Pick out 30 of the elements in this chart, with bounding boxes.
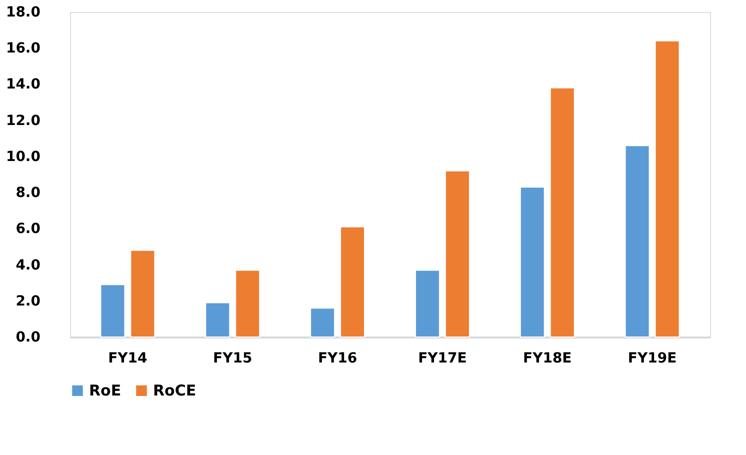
bar — [310, 308, 336, 338]
bar — [654, 40, 680, 338]
bar — [550, 87, 575, 338]
x-tick-label: FY14 — [108, 350, 148, 366]
y-tick-label: 8.0 — [16, 185, 41, 202]
bar — [100, 284, 126, 338]
y-tick-label: 0.0 — [16, 330, 41, 346]
bar — [624, 145, 650, 338]
y-tick-label: 2.0 — [16, 293, 41, 310]
x-tick-label: FY19E — [628, 350, 677, 366]
y-tick-label: 16.0 — [6, 40, 41, 57]
x-tick-label: FY15 — [213, 350, 252, 366]
y-tick-label: 12.0 — [6, 112, 41, 129]
bar — [340, 226, 366, 338]
y-tick-label: 6.0 — [16, 221, 41, 238]
y-tick-label: 4.0 — [16, 257, 41, 274]
legend-label: RoCE — [153, 382, 196, 400]
legend-label: RoE — [89, 382, 122, 400]
bar — [444, 170, 470, 338]
y-tick-label: 14.0 — [6, 76, 41, 93]
x-tick-label: FY17E — [418, 350, 467, 366]
y-tick-label: 10.0 — [6, 148, 41, 165]
bar — [205, 302, 230, 338]
bar — [414, 270, 440, 338]
x-tick-label: FY16 — [318, 350, 358, 366]
bar — [235, 270, 260, 338]
x-tick-label: FY18E — [523, 350, 572, 366]
y-tick-label: 18.0 — [6, 4, 41, 20]
bar — [130, 250, 156, 338]
bar — [520, 186, 545, 338]
